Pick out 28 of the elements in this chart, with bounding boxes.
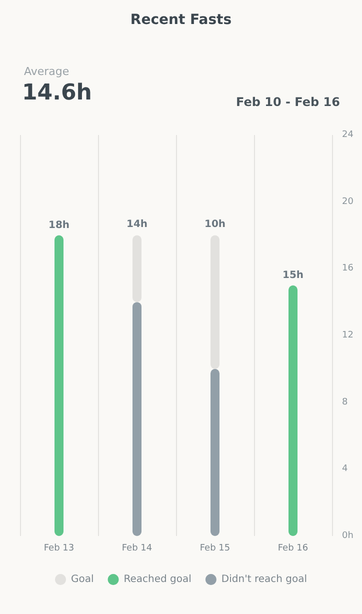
bar bbox=[54, 235, 64, 536]
data-label: 18h bbox=[48, 220, 70, 231]
legend-label: Goal bbox=[70, 574, 94, 585]
x-tick-label: Feb 14 bbox=[122, 544, 152, 554]
bar bbox=[210, 235, 220, 369]
x-tick-label: Feb 16 bbox=[278, 544, 308, 554]
chart-title: Recent Fasts bbox=[130, 12, 232, 28]
bar bbox=[288, 285, 298, 536]
legend-label: Reached goal bbox=[124, 574, 192, 585]
annotation: 10h bbox=[204, 218, 226, 230]
text: Feb 10 - Feb 16 bbox=[236, 95, 340, 109]
legend-label: Didn't reach goal bbox=[221, 574, 308, 585]
y-tick-label: 4 bbox=[342, 464, 348, 474]
bar bbox=[210, 368, 220, 536]
annotation: 14h bbox=[126, 218, 148, 230]
bar bbox=[132, 302, 142, 536]
y-tick-label: 24 bbox=[342, 130, 354, 140]
x-tick-label: Feb 13 bbox=[44, 544, 74, 554]
data-label: 15h bbox=[282, 270, 304, 281]
text: 14.6h bbox=[22, 80, 92, 106]
y-tick-label: 16 bbox=[342, 264, 354, 274]
y-tick-label: 8 bbox=[342, 397, 348, 408]
y-tick-label: 0h bbox=[342, 531, 354, 541]
text: Average bbox=[24, 65, 70, 78]
y-tick-label: 20 bbox=[342, 196, 354, 207]
x-tick-label: Feb 15 bbox=[200, 544, 230, 554]
bar bbox=[132, 235, 142, 302]
y-tick-label: 12 bbox=[342, 330, 354, 340]
